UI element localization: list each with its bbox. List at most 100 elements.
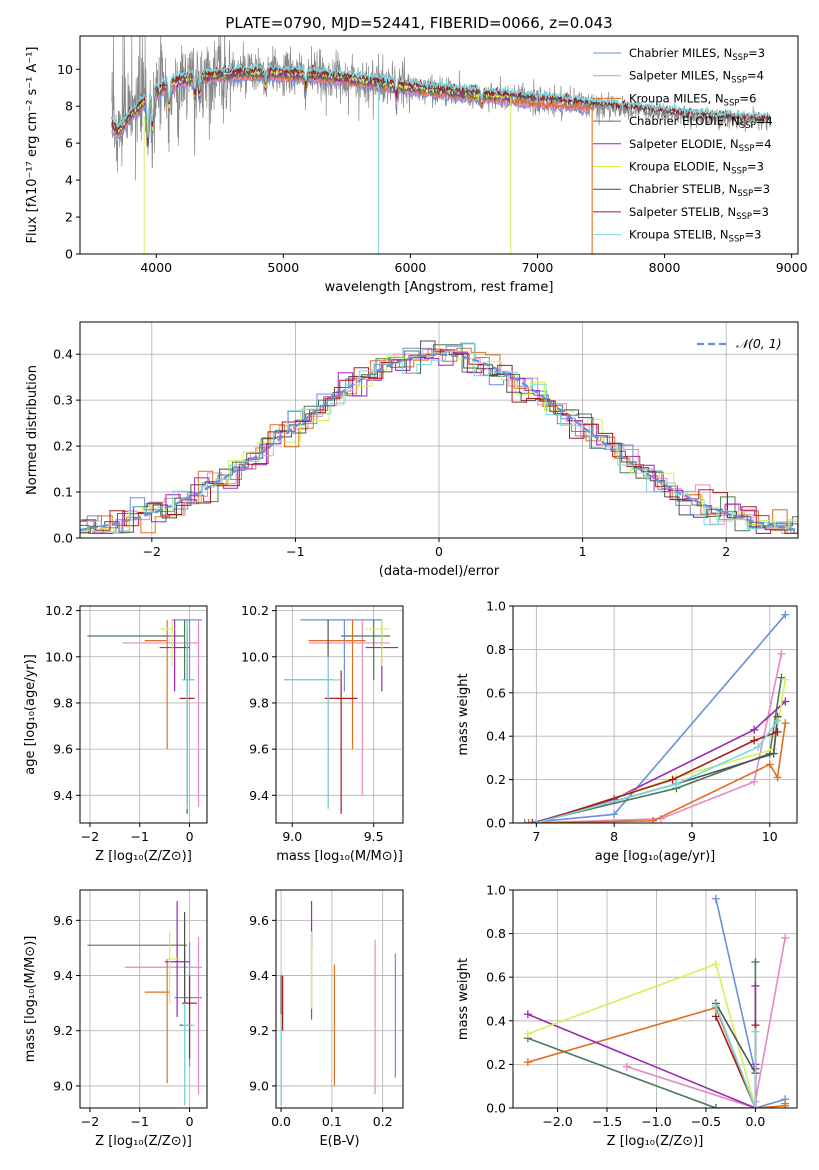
weight-marker-chabrier_stelib <box>769 749 778 758</box>
chart-mass_vs_Z: −2 −1 0 9.0 9.2 9.4 9.6 Z [log₁₀(Z/Z⊙)] mass [lo… <box>23 889 208 1149</box>
y-tick-label: 8 <box>65 99 73 114</box>
plot-area <box>80 340 798 534</box>
weight-marker-kroupa_elodie <box>711 960 720 969</box>
axes-frame <box>79 889 208 1109</box>
x-axis-label: wavelength [Angstrom, rest frame] <box>325 280 554 295</box>
legend-entry-chabrier_miles: Chabrier MILES, NSSP=3 <box>629 46 765 63</box>
x-tick-label: 0 <box>186 829 194 844</box>
y-tick-label: 0.0 <box>486 816 506 831</box>
gridlines <box>80 890 207 1108</box>
y-axis-label: Flux [fλ10⁻¹⁷ erg cm⁻² s⁻¹ A⁻¹] <box>25 47 40 244</box>
weight-marker-salpeter_miles <box>622 1062 631 1071</box>
weight-marker-kroupa_elodie <box>781 675 790 684</box>
legend-label: Salpeter STELIB, N <box>629 205 736 219</box>
weight-marker-kroupa_miles <box>781 1099 790 1108</box>
plot-area <box>523 894 790 1108</box>
weight-marker-salpeter_elodie <box>751 981 760 990</box>
gridlines <box>276 606 403 823</box>
y-tick-label: 9.8 <box>249 695 269 710</box>
x-tick-label: −0.5 <box>691 1114 721 1129</box>
y-tick-label: 0.0 <box>486 1101 506 1116</box>
legend-suffix: =3 <box>747 160 764 174</box>
x-tick-label: −1 <box>131 829 149 844</box>
y-tick-label: 0.2 <box>486 772 506 787</box>
weight-marker-kroupa_miles <box>523 1058 532 1067</box>
weight-marker-kroupa_miles <box>781 719 790 728</box>
x-axis-label: age [log₁₀(age/yr)] <box>595 849 716 864</box>
y-tick-label: 9.4 <box>53 968 73 983</box>
x-tick-label: 7 <box>532 829 540 844</box>
weight-marker-kroupa_stelib <box>751 1104 760 1108</box>
weight-marker-kroupa_miles <box>773 773 782 782</box>
gridlines <box>276 890 403 1108</box>
x-axis-label: mass [log₁₀(M/M⊙)] <box>276 849 403 864</box>
y-tick-label: 0 <box>65 247 73 262</box>
weight-marker-salpeter_stelib <box>750 736 759 745</box>
normal-reference-curve <box>80 353 796 531</box>
weight-marker-kroupa_miles <box>649 816 658 823</box>
x-tick-label: 9 <box>688 829 696 844</box>
weight-marker-salpeter_miles <box>781 933 790 942</box>
histogram-salpeter_stelib <box>81 349 798 534</box>
legend-suffix: =3 <box>753 182 770 196</box>
plot-area <box>87 901 203 1106</box>
legend-label: Salpeter MILES, N <box>629 69 731 83</box>
weight-marker-salpeter_miles <box>750 777 759 786</box>
legend-suffix: =4 <box>755 137 772 151</box>
legend-entry-kroupa_miles: Kroupa MILES, NSSP=6 <box>629 91 756 108</box>
y-tick-label: 0.8 <box>486 926 506 941</box>
x-tick-label: −2 <box>81 829 99 844</box>
y-tick-label: 0.2 <box>486 1057 506 1072</box>
y-tick-label: 9.4 <box>249 968 269 983</box>
x-axis-label: E(B-V) <box>319 1134 359 1149</box>
x-tick-label: −1 <box>131 1114 149 1129</box>
y-axis-label: age [log₁₀(age/yr)] <box>23 654 38 775</box>
legend-subscript: SSP <box>737 189 753 199</box>
legend-subscript: SSP <box>731 76 747 86</box>
weight-line-kroupa_stelib <box>715 1005 757 1108</box>
x-tick-label: −2 <box>81 1114 99 1129</box>
y-tick-label: 10.2 <box>241 603 269 618</box>
legend-entry-kroupa_stelib: Kroupa STELIB, NSSP=3 <box>629 228 761 245</box>
y-tick-label: 1.0 <box>486 883 506 898</box>
gridlines <box>80 606 207 823</box>
axes-frame <box>79 321 799 539</box>
legend-suffix: =3 <box>744 228 761 242</box>
y-tick-label: 9.6 <box>249 913 269 928</box>
x-tick-label: 8000 <box>649 260 681 275</box>
chart-residuals: −2 −1 0 1 2 0.0 0.1 0.2 0.3 0.4 (data-model)/error… <box>25 321 799 579</box>
x-tick-label: 2 <box>722 544 730 559</box>
legend-label: Kroupa ELODIE, N <box>629 160 731 174</box>
weight-marker-chabrier_miles <box>610 810 619 819</box>
weight-line-salpeter_elodie <box>527 985 757 1108</box>
x-tick-label: −2 <box>143 544 161 559</box>
histogram-chabrier_stelib <box>80 340 798 534</box>
y-tick-label: 0.4 <box>486 729 506 744</box>
y-tick-label: 0.1 <box>53 485 73 500</box>
axes-frame <box>275 889 404 1109</box>
y-tick-label: 9.6 <box>53 913 73 928</box>
weight-line-kroupa_miles <box>528 723 787 823</box>
legend-label: Kroupa STELIB, N <box>629 228 729 242</box>
x-axis-label: (data-model)/error <box>379 564 500 579</box>
weight-marker-salpeter_elodie <box>781 697 790 706</box>
legend-suffix: =6 <box>739 91 756 105</box>
y-axis-label: mass weight <box>456 958 471 1040</box>
y-tick-label: 9.0 <box>53 1078 73 1093</box>
weight-marker-chabrier_elodie <box>751 957 760 966</box>
x-tick-label: 0.1 <box>322 1114 342 1129</box>
weight-marker-salpeter_stelib <box>668 775 677 784</box>
x-tick-label: 0.0 <box>745 1114 765 1129</box>
x-axis-label: Z [log₁₀(Z/Z⊙)] <box>95 1134 192 1149</box>
weight-marker-chabrier_miles <box>520 819 529 823</box>
y-tick-label: 0.2 <box>53 439 73 454</box>
weight-marker-kroupa_miles <box>524 819 533 823</box>
legend: 𝒩(0, 1) <box>697 336 782 351</box>
legend-label: Chabrier MILES, N <box>629 46 732 60</box>
y-tick-label: 10.0 <box>45 649 73 664</box>
axes-frame <box>512 889 798 1109</box>
histogram-kroupa_stelib <box>86 342 798 533</box>
legend-suffix: =3 <box>752 205 769 219</box>
histogram-salpeter_miles <box>80 349 798 534</box>
